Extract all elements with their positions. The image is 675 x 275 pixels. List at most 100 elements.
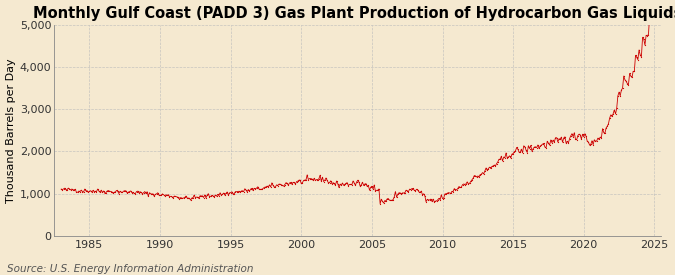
Point (131, 189, 142, 194)
Point (534, 146, 545, 150)
Point (129, 191, 140, 196)
Point (336, 183, 347, 188)
Point (477, 170, 488, 175)
Point (634, 53, 645, 57)
Point (272, 183, 283, 188)
Point (385, 198, 396, 203)
Point (423, 198, 434, 202)
Point (137, 191, 148, 196)
Point (469, 173, 480, 178)
Point (96, 188, 107, 192)
Point (392, 195, 402, 199)
Point (180, 195, 190, 200)
Point (515, 150, 526, 155)
Point (612, 106, 622, 111)
Point (289, 180, 300, 185)
Point (639, 37, 649, 42)
Point (191, 195, 202, 199)
Point (595, 135, 605, 139)
Point (424, 198, 435, 202)
Point (86, 190, 97, 194)
Point (436, 192, 447, 197)
Point (105, 189, 116, 194)
Point (397, 191, 408, 195)
Point (416, 189, 427, 193)
Point (143, 194, 154, 199)
Point (82, 188, 92, 193)
Point (531, 145, 542, 150)
Point (332, 182, 343, 186)
Point (281, 180, 292, 185)
Point (352, 178, 363, 182)
Point (313, 177, 324, 181)
Point (495, 157, 506, 161)
Point (580, 134, 591, 138)
Point (390, 189, 401, 194)
Point (466, 178, 477, 182)
Point (605, 113, 616, 117)
Point (167, 196, 178, 200)
Point (557, 140, 568, 144)
Y-axis label: Thousand Barrels per Day: Thousand Barrels per Day (5, 58, 16, 203)
Point (639, 43, 650, 47)
Point (153, 193, 164, 197)
Point (359, 182, 370, 186)
Point (460, 182, 471, 186)
Point (520, 148, 531, 152)
Point (417, 193, 428, 197)
Point (463, 182, 474, 186)
Point (491, 161, 502, 166)
Point (381, 199, 392, 203)
Point (278, 184, 289, 188)
Point (482, 168, 493, 172)
Point (602, 124, 613, 128)
Point (517, 151, 528, 155)
Point (468, 176, 479, 180)
Point (250, 186, 261, 191)
Point (447, 189, 458, 194)
Point (512, 147, 523, 151)
Point (402, 188, 412, 193)
Point (254, 187, 265, 191)
Point (109, 190, 119, 194)
Point (609, 108, 620, 112)
Point (322, 178, 333, 183)
Point (144, 191, 155, 195)
Point (269, 185, 279, 189)
Point (254, 187, 265, 192)
Point (134, 189, 145, 194)
Point (354, 180, 364, 184)
Point (414, 190, 425, 194)
Point (479, 172, 489, 176)
Point (350, 183, 361, 188)
Point (383, 196, 394, 201)
Point (70, 187, 81, 191)
Point (628, 69, 639, 73)
Point (90, 189, 101, 193)
Point (349, 181, 360, 185)
Point (213, 192, 223, 197)
Point (547, 141, 558, 145)
Point (99, 191, 110, 196)
Point (186, 196, 197, 200)
Point (419, 194, 430, 198)
Point (616, 88, 627, 92)
Point (132, 189, 143, 193)
Point (369, 183, 379, 187)
Point (208, 194, 219, 198)
Point (493, 157, 504, 161)
Point (401, 188, 412, 192)
Point (346, 182, 356, 187)
Point (305, 177, 316, 181)
Point (204, 195, 215, 199)
Point (216, 193, 227, 197)
Point (91, 189, 102, 194)
Point (634, 48, 645, 52)
Point (72, 190, 83, 194)
Point (552, 140, 563, 144)
Point (545, 138, 556, 142)
Point (599, 131, 610, 136)
Point (240, 188, 251, 192)
Point (464, 181, 475, 185)
Point (355, 184, 366, 188)
